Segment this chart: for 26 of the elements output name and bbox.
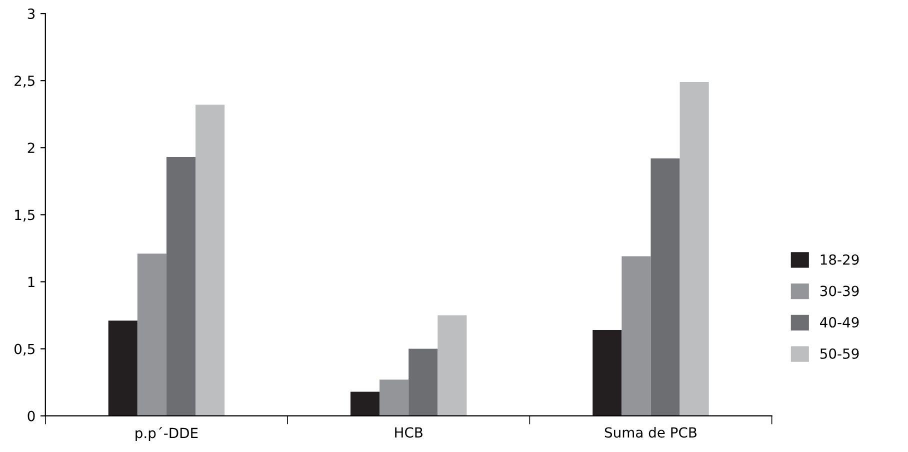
x-tick-label: Suma de PCB	[604, 426, 696, 438]
y-tick-label: 0	[28, 410, 35, 422]
bar	[680, 82, 709, 416]
x-tick-label: HCB	[395, 427, 422, 438]
bar	[592, 330, 622, 416]
legend-label: 18-29	[820, 254, 859, 265]
bar	[108, 320, 138, 416]
legend-label: 40-49	[820, 317, 859, 328]
y-tick-label: 1	[28, 276, 34, 288]
y-tick-label: 1,5	[15, 210, 34, 222]
bar	[350, 392, 380, 416]
bar	[650, 158, 680, 416]
legend-label: 50-59	[820, 348, 859, 359]
legend-label: 30-39	[820, 286, 859, 296]
bar	[166, 157, 196, 416]
y-tick-label: 2,5	[14, 76, 34, 88]
y-tick-label: 3	[28, 8, 35, 20]
bar	[380, 380, 409, 416]
bar	[438, 315, 467, 416]
bar	[196, 104, 225, 416]
y-tick-label: 2	[28, 142, 34, 153]
x-tick-label: p.p´-DDE	[136, 426, 198, 441]
bar	[137, 254, 166, 416]
bar	[622, 256, 651, 416]
bar	[408, 348, 438, 416]
y-tick-label: 0,5	[14, 344, 34, 356]
